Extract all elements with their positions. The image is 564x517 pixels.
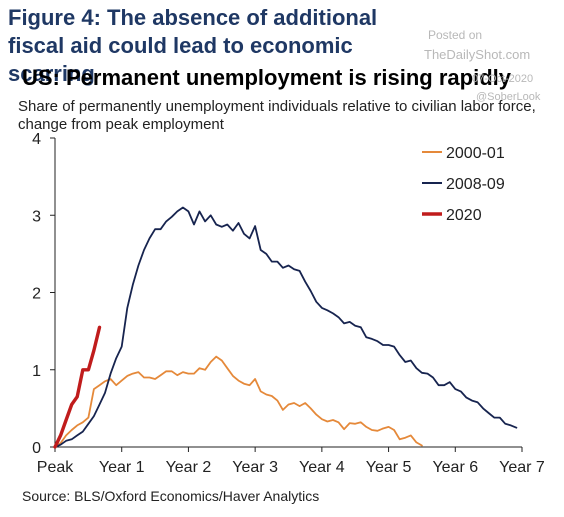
watermark-handle: @SoberLook	[476, 91, 541, 103]
chart-subtitle: Share of permanently unemployment indivi…	[18, 98, 536, 134]
x-tick-label: Year 2	[166, 459, 212, 476]
y-tick-label: 3	[32, 208, 41, 225]
series-line-2020	[53, 325, 102, 449]
x-tick-label: Peak	[37, 459, 74, 476]
y-tick-label: 1	[32, 363, 41, 380]
chart-title: US: Permanent unemployment is rising rap…	[22, 65, 511, 90]
subtitle-line-2: change from peak employment	[18, 116, 224, 133]
x-tick-label: Year 7	[499, 459, 545, 476]
legend-label-2008-09: 2008-09	[446, 176, 505, 193]
y-tick-label: 0	[32, 440, 41, 457]
watermark-site: TheDailyShot.com	[424, 47, 531, 62]
x-tick-label: Year 3	[232, 459, 278, 476]
subtitle-line-1: Share of permanently unemployment indivi…	[18, 98, 536, 115]
legend-label-2020: 2020	[446, 207, 482, 224]
legend-label-2000-01: 2000-01	[446, 145, 505, 162]
figure-title: Figure 4: The absence of additional fisc…	[8, 5, 378, 86]
source-note: Source: BLS/Oxford Economics/Haver Analy…	[22, 488, 320, 504]
series-line-2008-09	[54, 206, 518, 448]
x-tick-label: Year 4	[299, 459, 345, 476]
x-tick-label: Year 5	[366, 459, 412, 476]
series-line-2000-01	[54, 355, 423, 448]
y-tick-label: 2	[32, 286, 41, 303]
x-tick-label: Year 6	[432, 459, 478, 476]
watermark-date: 07-Oct-2020	[472, 73, 534, 85]
x-tick-label: Year 1	[99, 459, 145, 476]
y-tick-label: 4	[32, 131, 41, 148]
watermark-posted-on: Posted on	[428, 28, 483, 42]
